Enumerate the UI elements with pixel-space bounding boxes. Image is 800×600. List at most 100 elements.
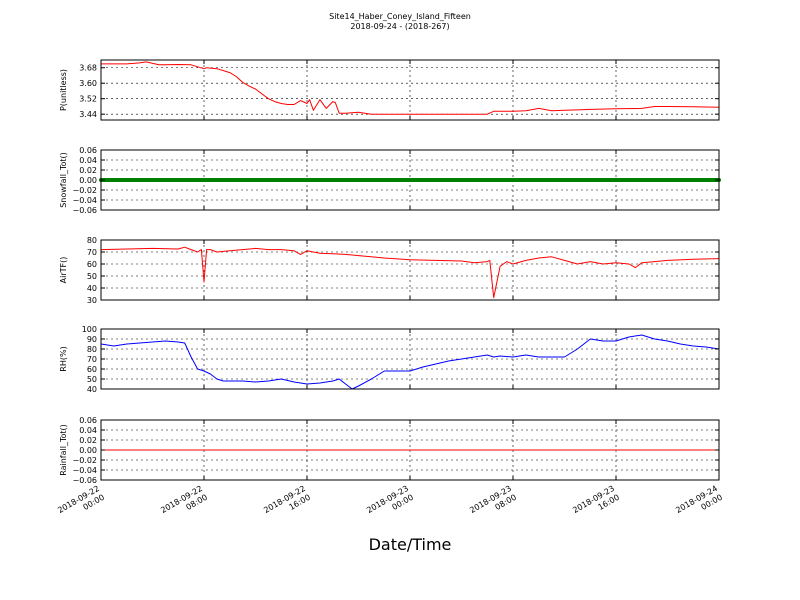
y-tick-label: 90 [87,335,97,344]
panel-1: 3.44 3.52 3.60 3.68 P(unitless) [59,59,720,121]
series-point [392,178,397,182]
series-point [644,178,649,182]
series-point [145,178,150,182]
y-axis-label: RH(%) [59,346,68,371]
series-point [196,178,201,182]
series-point [531,178,536,182]
series-point [557,178,562,182]
series-line-3-1 [100,246,720,299]
series-point [691,178,696,182]
series-point [258,178,263,182]
y-tick-label: 70 [87,248,97,257]
y-axis-label: AirTF() [59,257,68,284]
series-point [639,178,644,182]
series-point [150,178,155,182]
series-line-4-1 [100,334,720,390]
series-point [541,178,546,182]
y-axis-label: Rainfall_Tot() [59,424,68,476]
series-point [526,178,531,182]
series-point [310,178,315,182]
series-point [433,178,438,182]
series-point [583,178,588,182]
series-point [253,178,258,182]
y-tick-label: −0.04 [72,466,97,475]
series-point [634,178,639,182]
series-point [500,178,505,182]
series-point [598,178,603,182]
y-tick-label: −0.04 [72,196,97,205]
y-tick-label: 0.04 [79,426,97,435]
series-point [665,178,670,182]
series-point [655,178,660,182]
series-point [325,178,330,182]
series-point [516,178,521,182]
series-point [171,178,176,182]
series-point [490,178,495,182]
series-point [366,178,371,182]
series-point [160,178,165,182]
series-point [222,178,227,182]
series-point [423,178,428,182]
series-point [248,178,253,182]
series-point [119,178,124,182]
series-point [279,178,284,182]
series-point [650,178,655,182]
panel-3: 30 40 50 60 70 80 AirTF() [59,236,720,305]
y-tick-label: 0.04 [79,156,97,165]
y-tick-label: 0.06 [79,416,97,425]
series-point [294,178,299,182]
series-point [284,178,289,182]
series-point [109,178,114,182]
series-point [593,178,598,182]
y-tick-label: 0.06 [79,146,97,155]
y-tick-label: −0.02 [72,186,97,195]
series-point [567,178,572,182]
figure-subtitle: 2018-09-24 - (2018-267) [350,22,449,31]
series-point [706,178,711,182]
series-point [552,178,557,182]
series-point [449,178,454,182]
series-point [480,178,485,182]
series-point [505,178,510,182]
series-point [335,178,340,182]
panels: 3.443.523.603.68P(unitless)−0.06−0.04−0.… [59,59,721,485]
series-point [588,178,593,182]
y-tick-label: 0.00 [79,176,97,185]
series-point [155,178,160,182]
series-point [346,178,351,182]
series-point [624,178,629,182]
series-point [619,178,624,182]
y-axis-label: Snowfall_Tot() [59,152,68,208]
series-point [181,178,186,182]
series-point [371,178,376,182]
series-point [289,178,294,182]
series-point [320,178,325,182]
series-point [387,178,392,182]
series-line-1-1 [101,61,720,115]
series-point [675,178,680,182]
series-point [614,178,618,182]
series-point [459,178,464,182]
series-point [263,178,268,182]
y-tick-label: 0.02 [79,166,97,175]
series-point [428,178,433,182]
y-tick-label: 0.02 [79,436,97,445]
series-point [299,178,304,182]
series-point [114,178,119,182]
series-point [382,178,387,182]
series-point [202,178,206,182]
series-point [608,178,613,182]
series-point [547,178,552,182]
y-tick-label: 70 [87,355,97,364]
series-point [330,178,335,182]
panel-2: −0.06−0.04−0.020.000.020.040.06 Snowfall_… [59,146,721,215]
y-tick-label: −0.06 [72,206,97,215]
series-point [670,178,675,182]
series-point [165,178,170,182]
y-tick-label: 3.60 [79,79,97,88]
series-point [351,178,356,182]
series-point [315,178,320,182]
y-tick-label: 100 [82,325,97,334]
